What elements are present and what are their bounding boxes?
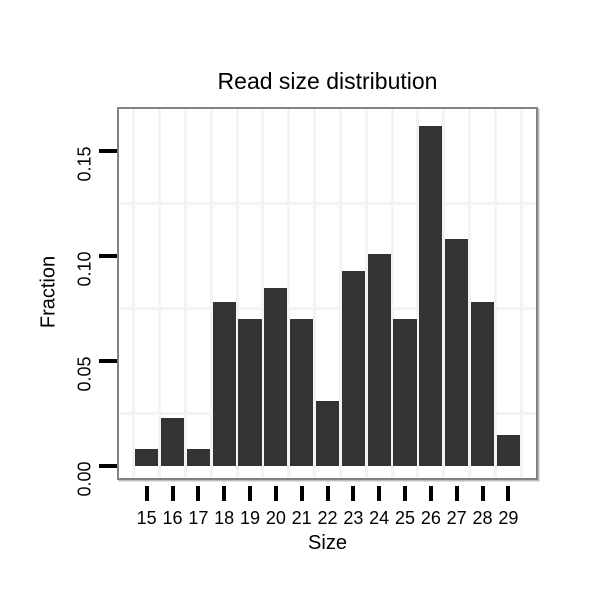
x-axis-label: Size: [308, 532, 347, 554]
bar-size-26: [419, 125, 443, 466]
y-axis-tick-label: 0.15: [74, 146, 95, 182]
y-axis-tick-label: 0.10: [74, 251, 95, 287]
x-axis-tick: [222, 486, 227, 501]
gridline-vertical: [313, 109, 317, 478]
x-axis-tick: [299, 486, 304, 501]
gridline-vertical: [416, 109, 420, 478]
x-axis-tick: [196, 486, 201, 501]
gridline-vertical: [519, 109, 523, 478]
x-axis-tick: [377, 486, 382, 501]
x-axis-tick-label: 21: [291, 508, 312, 528]
gridline-vertical: [132, 109, 136, 478]
bar-size-28: [470, 302, 495, 466]
x-axis-tick-label: 25: [395, 508, 416, 528]
bar-size-20: [264, 287, 288, 466]
y-axis-tick: [99, 149, 117, 153]
x-axis-tick: [454, 486, 459, 501]
x-axis-tick: [325, 486, 330, 501]
gridline-vertical: [235, 109, 239, 478]
bar-size-21: [290, 319, 314, 466]
x-axis-tick-label: 28: [472, 508, 493, 528]
x-axis-tick: [480, 486, 485, 501]
gridline-vertical: [364, 109, 368, 478]
x-axis-tick: [351, 486, 356, 501]
y-axis-tick: [99, 359, 117, 363]
bar-size-17: [186, 449, 210, 466]
bar-size-15: [135, 449, 159, 466]
bar-size-22: [315, 400, 340, 466]
x-axis-tick: [248, 486, 253, 501]
bar-size-24: [367, 253, 391, 466]
y-axis-tick-label: 0.05: [74, 356, 95, 392]
gridline-vertical: [261, 109, 265, 478]
x-axis-tick: [403, 486, 408, 501]
bar-size-25: [393, 319, 417, 466]
x-axis-tick-label: 20: [265, 508, 286, 528]
gridline-vertical: [493, 109, 497, 478]
x-axis-tick: [506, 486, 511, 501]
plot-panel: [116, 107, 538, 480]
x-axis-tick-label: 16: [162, 508, 183, 528]
y-axis-tick: [99, 254, 117, 258]
x-axis-tick: [170, 486, 175, 501]
x-axis-tick-label: 19: [240, 508, 261, 528]
bar-size-27: [445, 239, 469, 466]
x-axis-tick-label: 26: [420, 508, 441, 528]
x-axis-tick-label: 27: [446, 508, 467, 528]
x-axis-tick-label: 15: [136, 508, 157, 528]
x-axis-tick-label: 23: [343, 508, 364, 528]
gridline-vertical: [390, 109, 394, 478]
gridline-vertical: [287, 109, 291, 478]
x-axis-tick: [428, 486, 433, 501]
x-axis-tick: [144, 486, 149, 501]
bar-size-19: [238, 319, 262, 466]
bar-size-16: [160, 417, 185, 466]
bar-size-23: [341, 270, 365, 466]
gridline-vertical: [468, 109, 472, 478]
bar-size-29: [496, 434, 520, 466]
gridline-vertical: [183, 109, 187, 478]
y-axis-label: Fraction: [37, 255, 60, 329]
gridline-horizontal: [118, 307, 536, 310]
x-axis-tick-label: 22: [317, 508, 338, 528]
gridline-vertical: [209, 109, 213, 478]
x-axis-tick-label: 18: [214, 508, 235, 528]
x-axis-tick: [273, 486, 278, 501]
y-axis-tick: [99, 464, 117, 468]
gridline-vertical: [442, 109, 446, 478]
x-axis-tick-label: 17: [188, 508, 209, 528]
x-axis-tick-label: 24: [369, 508, 390, 528]
x-axis-tick-label: 29: [498, 508, 519, 528]
gridline-horizontal: [118, 202, 536, 205]
gridline-vertical: [338, 109, 342, 478]
bar-size-18: [212, 302, 236, 466]
gridline-vertical: [158, 109, 162, 478]
y-axis-tick-label: 0.00: [74, 461, 95, 497]
chart-title: Read size distribution: [217, 68, 438, 94]
